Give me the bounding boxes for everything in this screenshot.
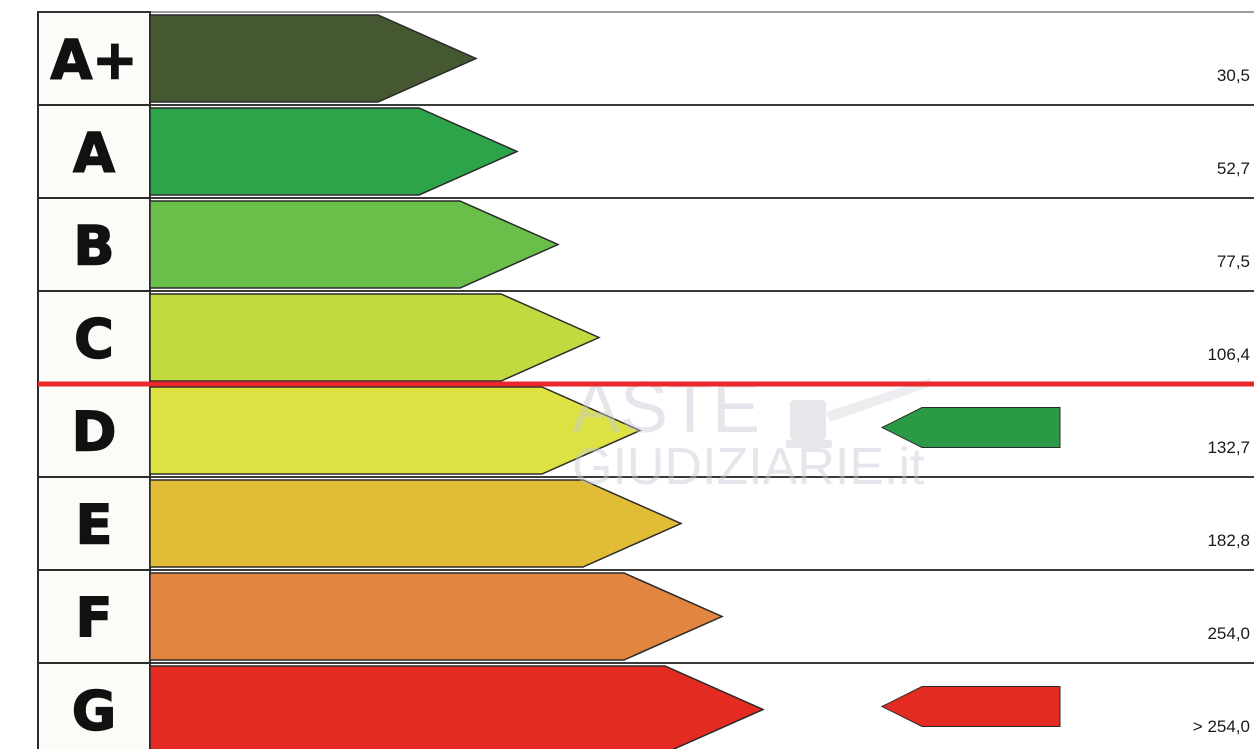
class-rows: A+ 30,5 A 52,7 B 77,5 C 106,4 D 132,7 E 182,8 F 254,0…: [37, 11, 1254, 749]
class-letter: C: [74, 308, 114, 371]
class-arrow-bar: [149, 572, 724, 661]
class-letter: E: [76, 494, 113, 557]
class-row-b: B 77,5: [37, 197, 1254, 292]
class-letter: B: [73, 215, 114, 278]
class-letter: A+: [50, 29, 137, 92]
threshold-label: 254,0: [1207, 624, 1250, 643]
class-row-c: C 106,4: [37, 290, 1254, 385]
class-arrow-bar: [149, 665, 765, 749]
class-box: [37, 383, 151, 478]
class-row-a: A 52,7: [37, 104, 1254, 199]
threshold-label: 52,7: [1217, 159, 1250, 178]
class-row-d: D 132,7: [37, 383, 1254, 478]
class-box: [37, 104, 151, 199]
class-arrow-bar: [149, 293, 601, 382]
class-box: [37, 476, 151, 571]
indicator-arrow-d: [880, 407, 1061, 448]
indicator-arrow-g: [880, 686, 1061, 727]
class-row-a-plus: A+ 30,5: [37, 11, 1254, 106]
class-letter: F: [76, 587, 113, 650]
threshold-label: > 254,0: [1193, 717, 1250, 736]
indicator-arrows: [880, 407, 1061, 727]
class-letter: D: [72, 401, 117, 464]
threshold-label: 132,7: [1207, 438, 1250, 457]
threshold-label: 30,5: [1217, 66, 1250, 85]
class-arrow-bar: [149, 14, 478, 103]
class-box: [37, 11, 151, 106]
threshold-label: 77,5: [1217, 252, 1250, 271]
class-arrow-bar: [149, 386, 642, 475]
class-box: [37, 662, 151, 749]
class-row-g: G > 254,0: [37, 662, 1250, 749]
watermark-line2: GIUDIZIARIE.it: [572, 438, 925, 496]
class-box: [37, 569, 151, 664]
class-arrow-bar: [149, 107, 519, 196]
watermark-line1: ASTE: [572, 368, 760, 448]
class-row-e: E 182,8: [37, 476, 1254, 571]
watermark: ASTE GIUDIZIARIE.it: [572, 368, 932, 496]
class-letter: A: [73, 122, 115, 185]
class-arrow-bar: [149, 200, 560, 289]
gavel-icon: [786, 378, 932, 448]
class-row-f: F 254,0: [37, 569, 1254, 664]
threshold-label: 182,8: [1207, 531, 1250, 550]
class-arrow-bar: [149, 479, 683, 568]
threshold-label: 106,4: [1207, 345, 1250, 364]
class-letter: G: [72, 680, 116, 743]
